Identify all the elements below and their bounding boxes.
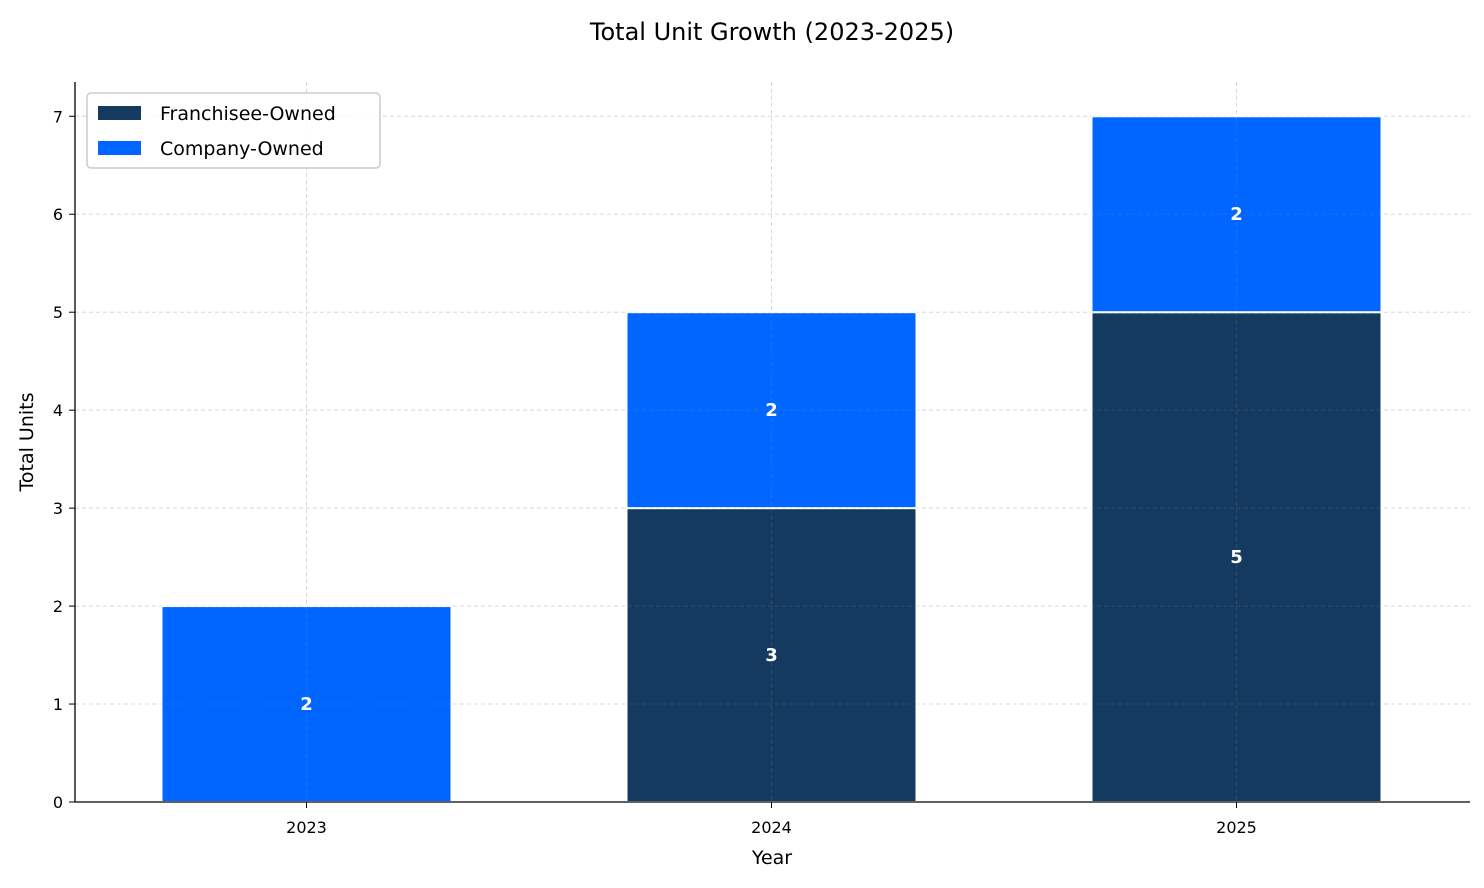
y-tick-label: 2 [53,597,63,616]
bars [160,115,1383,803]
bar-value-label: 2 [1230,204,1243,225]
legend-label-company-owned: Company-Owned [160,138,324,160]
bar-company-owned-2024 [625,311,918,510]
y-tick-label: 7 [53,107,63,126]
bar-company-owned-2025 [1090,115,1383,314]
x-tick-label: 2024 [751,818,792,837]
bar-company-owned-2023 [160,605,453,803]
bar-value-label: 3 [765,645,778,666]
legend-label-franchisee-owned: Franchisee-Owned [160,103,336,125]
bar-value-label: 2 [300,694,313,715]
y-tick-label: 1 [53,695,63,714]
y-tick-label: 3 [53,499,63,518]
x-tick-label: 2023 [286,818,327,837]
bar-value-label: 5 [1230,547,1243,568]
y-axis-label: Total Units [16,393,38,493]
chart-title: Total Unit Growth (2023-2025) [589,18,954,46]
bar-franchisee-owned-2024 [625,507,918,803]
legend-swatch-franchisee-owned [98,106,141,120]
bar-labels: 2 3 2 5 2 [300,204,1243,715]
y-tick-label: 4 [53,401,63,420]
x-tick-label: 2025 [1216,818,1257,837]
y-tick-label: 0 [53,793,63,812]
legend: Franchisee-Owned Company-Owned [86,92,381,169]
y-tick-label: 6 [53,205,63,224]
legend-frame [86,92,381,169]
legend-swatch-company-owned [98,141,141,155]
y-tick-label: 5 [53,303,63,322]
x-axis-label: Year [751,847,792,869]
bar-value-label: 2 [765,400,778,421]
axes: 0 1 2 3 4 5 6 7 2023 2024 2025 [53,82,1470,837]
